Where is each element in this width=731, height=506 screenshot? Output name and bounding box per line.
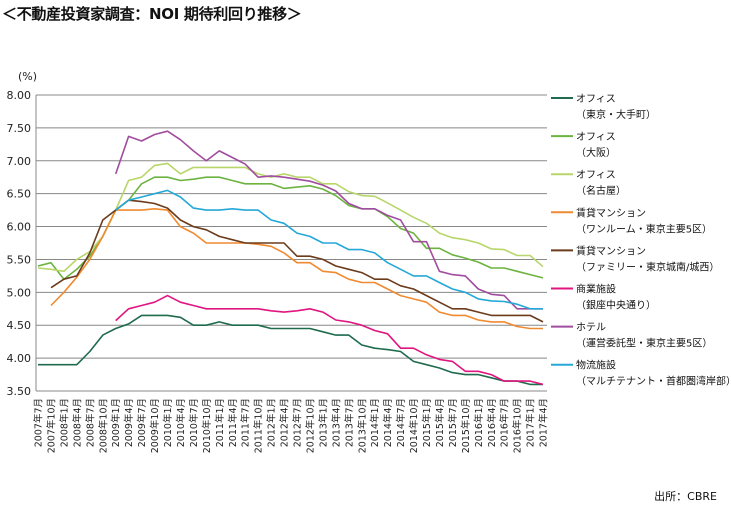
x-tick-label: 2012年1月 bbox=[266, 398, 278, 447]
y-tick-label: 6.00 bbox=[7, 221, 32, 234]
y-tick-label: 7.00 bbox=[7, 155, 32, 168]
x-tick-label: 2009年1月 bbox=[110, 398, 122, 447]
y-tick-label: 7.50 bbox=[7, 122, 32, 135]
x-tick-label: 2010年10月 bbox=[201, 398, 213, 453]
x-tick-label: 2013年10月 bbox=[356, 398, 368, 453]
x-tick-label: 2013年7月 bbox=[343, 398, 355, 447]
series-line bbox=[50, 199, 544, 323]
series-line bbox=[114, 130, 543, 310]
x-tick-label: 2015年10月 bbox=[460, 398, 472, 453]
legend-sublabel: （ファミリー・東京城南/城西） bbox=[576, 260, 719, 273]
y-tick-label: 6.50 bbox=[7, 188, 32, 201]
x-tick-label: 2007年7月 bbox=[33, 398, 45, 447]
source-note: 出所：CBRE bbox=[654, 490, 717, 503]
legend-label: オフィス bbox=[576, 131, 616, 143]
x-tick-label: 2013年4月 bbox=[330, 398, 342, 447]
legend-label: 賃貸マンション bbox=[576, 206, 646, 219]
legend-label: ホテル bbox=[576, 322, 606, 334]
y-tick-label: 8.00 bbox=[7, 89, 32, 102]
series-line bbox=[37, 162, 544, 273]
x-tick-label: 2014年1月 bbox=[369, 398, 381, 447]
x-tick-label: 2011年10月 bbox=[253, 398, 265, 453]
x-tick-label: 2011年1月 bbox=[214, 398, 226, 447]
x-tick-label: 2012年7月 bbox=[292, 398, 304, 447]
x-tick-label: 2015年7月 bbox=[447, 398, 459, 447]
x-tick-label: 2016年7月 bbox=[499, 398, 511, 447]
x-tick-label: 2010年7月 bbox=[188, 398, 200, 447]
series-line bbox=[115, 294, 544, 386]
chart-title: ＜不動産投資家調査：NOI 期待利回り推移＞ bbox=[2, 5, 302, 23]
x-tick-label: 2015年1月 bbox=[421, 398, 433, 447]
x-tick-label: 2014年10月 bbox=[408, 398, 420, 453]
x-tick-label: 2014年4月 bbox=[382, 398, 394, 447]
series-line bbox=[50, 208, 543, 330]
legend-label: 物流施設 bbox=[576, 359, 616, 372]
x-tick-label: 2014年7月 bbox=[395, 398, 407, 447]
series-line bbox=[38, 314, 543, 386]
y-axis-unit: (%) bbox=[18, 70, 37, 83]
legend-sublabel: （マルチテナント・首都圏湾岸部） bbox=[576, 375, 731, 388]
x-tick-label: 2013年1月 bbox=[317, 398, 329, 447]
x-tick-label: 2016年4月 bbox=[486, 398, 498, 447]
x-tick-label: 2009年7月 bbox=[136, 398, 148, 447]
x-tick-label: 2015年4月 bbox=[434, 398, 446, 447]
legend-sublabel: （運営委託型・東京主要5区） bbox=[576, 337, 712, 350]
x-tick-label: 2008年4月 bbox=[71, 398, 83, 447]
y-tick-label: 4.50 bbox=[7, 319, 32, 332]
y-tick-label: 4.00 bbox=[7, 352, 32, 365]
x-tick-label: 2010年4月 bbox=[175, 398, 187, 447]
legend-label: 賃貸マンション bbox=[576, 244, 646, 257]
x-tick-label: 2012年4月 bbox=[279, 398, 291, 447]
x-tick-label: 2008年1月 bbox=[58, 398, 70, 447]
x-tick-label: 2012年10月 bbox=[304, 398, 316, 453]
x-tick-label: 2007年10月 bbox=[45, 398, 57, 453]
legend-sublabel: （大阪） bbox=[576, 146, 616, 159]
x-tick-label: 2017年1月 bbox=[525, 398, 537, 447]
x-tick-label: 2011年7月 bbox=[240, 398, 252, 447]
legend-label: オフィス bbox=[576, 169, 616, 181]
x-tick-label: 2016年10月 bbox=[512, 398, 524, 453]
x-tick-label: 2009年10月 bbox=[149, 398, 161, 453]
x-tick-label: 2009年4月 bbox=[123, 398, 135, 447]
x-tick-label: 2008年10月 bbox=[97, 398, 109, 453]
legend-sublabel: （東京・大手町） bbox=[576, 108, 656, 121]
series-line bbox=[115, 189, 543, 310]
y-tick-label: 5.00 bbox=[7, 286, 32, 299]
x-tick-label: 2017年4月 bbox=[538, 398, 550, 447]
y-tick-label: 3.50 bbox=[7, 385, 32, 398]
x-tick-label: 2008年7月 bbox=[84, 398, 96, 447]
x-tick-label: 2016年1月 bbox=[473, 398, 485, 447]
x-tick-label: 2011年4月 bbox=[227, 398, 239, 447]
legend-sublabel: （銀座中央通り） bbox=[576, 299, 656, 312]
legend-label: 商業施設 bbox=[576, 283, 616, 296]
legend-sublabel: （ワンルーム・東京主要5区） bbox=[576, 222, 712, 235]
legend-label: オフィス bbox=[576, 93, 616, 105]
x-tick-label: 2010年1月 bbox=[162, 398, 174, 447]
legend-sublabel: （名古屋） bbox=[576, 184, 626, 197]
y-tick-label: 5.50 bbox=[7, 253, 32, 266]
